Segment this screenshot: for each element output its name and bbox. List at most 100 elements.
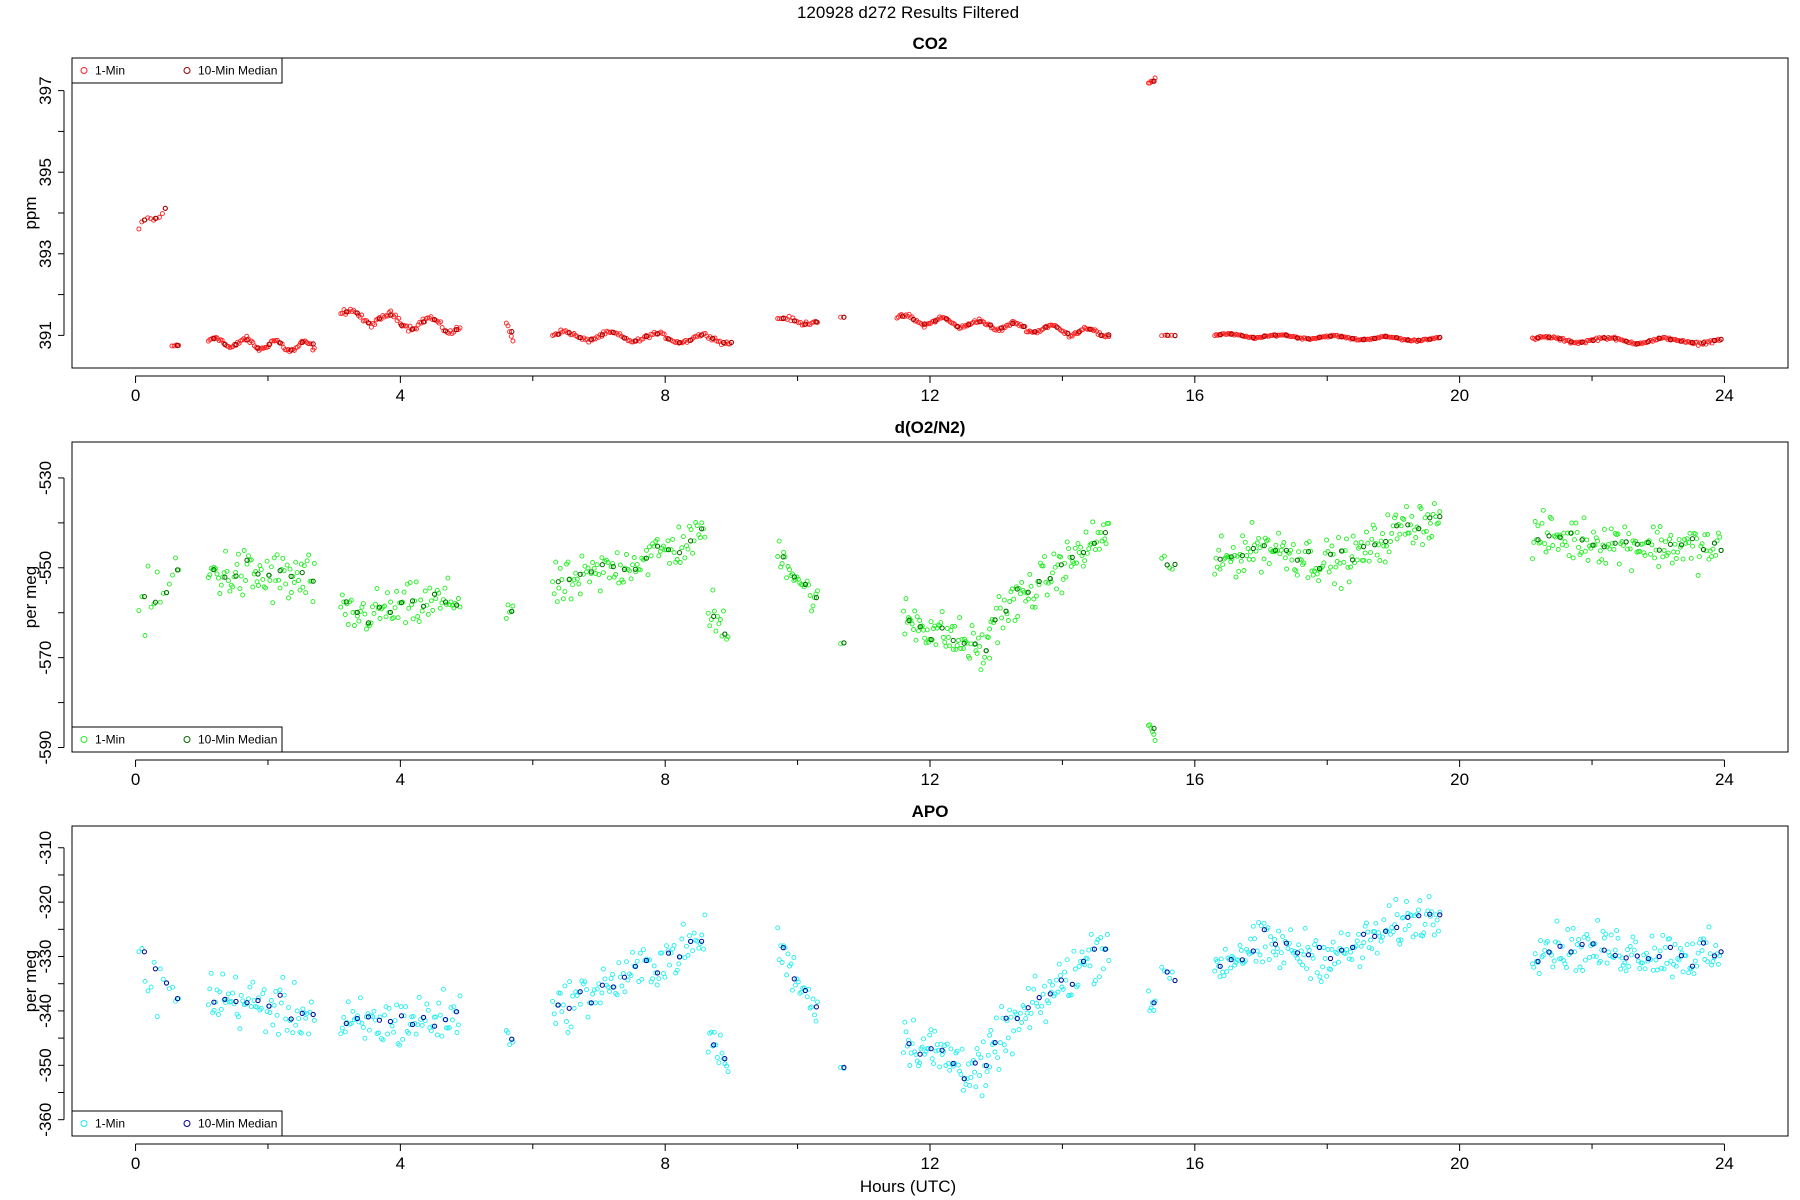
data-point-1min xyxy=(306,1031,312,1037)
data-point-median xyxy=(961,1076,967,1082)
data-point-median xyxy=(1217,963,1223,969)
data-point-1min xyxy=(1261,556,1267,562)
data-point-1min xyxy=(395,615,401,621)
data-point-median xyxy=(163,590,170,596)
data-point-median xyxy=(1172,561,1178,568)
data-point-1min xyxy=(651,543,657,549)
x-tick-label: 24 xyxy=(1715,386,1734,405)
data-point-1min xyxy=(810,603,816,609)
data-point-1min xyxy=(1574,942,1580,947)
data-point-1min xyxy=(1701,339,1707,345)
data-point-median xyxy=(244,1000,250,1006)
data-point-1min xyxy=(234,1011,240,1017)
data-point-1min xyxy=(350,1008,356,1014)
data-point-1min xyxy=(376,605,381,611)
data-point-1min xyxy=(357,995,363,1001)
data-point-1min xyxy=(1595,538,1601,544)
data-point-1min xyxy=(1356,931,1361,937)
data-point-1min xyxy=(913,637,919,643)
data-point-1min xyxy=(291,580,297,585)
data-point-1min xyxy=(276,577,281,583)
data-point-1min xyxy=(1265,925,1271,931)
data-point-1min xyxy=(1563,965,1569,970)
data-point-median xyxy=(354,609,360,616)
data-point-1min xyxy=(1604,960,1610,966)
data-point-1min xyxy=(1244,553,1250,559)
data-point-1min xyxy=(1037,328,1043,334)
data-point-1min xyxy=(597,1000,603,1006)
data-point-median xyxy=(1416,337,1422,343)
data-point-1min xyxy=(1550,964,1556,970)
data-point-median xyxy=(1383,334,1389,340)
data-point-1min xyxy=(1222,946,1228,952)
data-point-1min xyxy=(1304,966,1310,972)
data-point-1min xyxy=(1350,533,1356,539)
data-point-1min xyxy=(1607,546,1613,552)
data-point-median xyxy=(1294,950,1301,956)
data-point-1min xyxy=(1167,975,1173,981)
data-point-1min xyxy=(1000,625,1006,631)
data-point-1min xyxy=(687,933,692,939)
data-point-median xyxy=(676,954,683,960)
data-point-1min xyxy=(1573,520,1579,526)
data-point-1min xyxy=(1713,552,1719,558)
data-point-1min xyxy=(1392,515,1397,521)
data-point-1min xyxy=(1151,731,1157,737)
data-point-1min xyxy=(959,636,965,642)
data-point-median xyxy=(509,608,515,614)
y-axis-label: per meg xyxy=(21,950,40,1012)
data-point-1min xyxy=(1410,540,1416,546)
data-point-median xyxy=(621,974,628,980)
data-point-median xyxy=(1043,324,1049,330)
data-point-1min xyxy=(585,565,591,571)
data-point-1min xyxy=(1273,542,1279,548)
data-point-1min xyxy=(1627,546,1633,552)
data-point-1min xyxy=(1653,957,1659,963)
data-point-1min xyxy=(267,577,273,583)
data-point-1min xyxy=(1600,928,1606,934)
data-point-1min xyxy=(685,546,691,552)
data-point-median xyxy=(1272,332,1279,338)
data-point-1min xyxy=(1007,599,1013,604)
data-point-1min xyxy=(1087,963,1093,969)
data-point-1min xyxy=(1072,966,1078,972)
data-point-1min xyxy=(1390,929,1396,935)
data-point-median xyxy=(1427,911,1433,917)
data-point-1min xyxy=(1417,898,1423,904)
data-point-1min xyxy=(1532,951,1538,957)
data-point-1min xyxy=(1389,925,1395,930)
data-point-1min xyxy=(383,614,389,620)
data-point-1min xyxy=(1542,541,1548,547)
data-point-1min xyxy=(273,578,279,584)
data-point-1min xyxy=(1314,970,1320,976)
data-point-1min xyxy=(424,1001,430,1007)
data-point-1min xyxy=(1364,529,1369,535)
data-point-1min xyxy=(1559,943,1565,949)
data-point-1min xyxy=(1401,516,1407,522)
data-point-1min xyxy=(1650,524,1656,530)
data-point-1min xyxy=(1699,948,1705,954)
data-point-1min xyxy=(779,960,785,965)
data-point-1min xyxy=(1169,566,1175,572)
data-point-1min xyxy=(602,976,608,982)
data-point-1min xyxy=(553,559,559,565)
data-point-1min xyxy=(931,1061,936,1067)
data-point-1min xyxy=(1699,541,1705,547)
data-point-median xyxy=(1667,944,1674,951)
data-point-1min xyxy=(1663,944,1668,950)
data-point-1min xyxy=(339,1025,345,1031)
data-point-1min xyxy=(988,1027,994,1033)
data-point-1min xyxy=(1039,1003,1045,1009)
data-point-median xyxy=(802,581,808,588)
data-point-1min xyxy=(1551,533,1557,539)
data-point-median xyxy=(665,336,672,342)
data-point-1min xyxy=(1549,952,1554,958)
data-point-median xyxy=(1010,320,1016,326)
legend-box xyxy=(71,1110,283,1137)
data-point-1min xyxy=(1008,1014,1014,1020)
legend-marker-median xyxy=(183,736,191,743)
data-point-1min xyxy=(225,991,231,997)
data-point-1min xyxy=(433,596,439,602)
data-point-1min xyxy=(1278,950,1284,956)
data-point-median xyxy=(1025,589,1031,595)
